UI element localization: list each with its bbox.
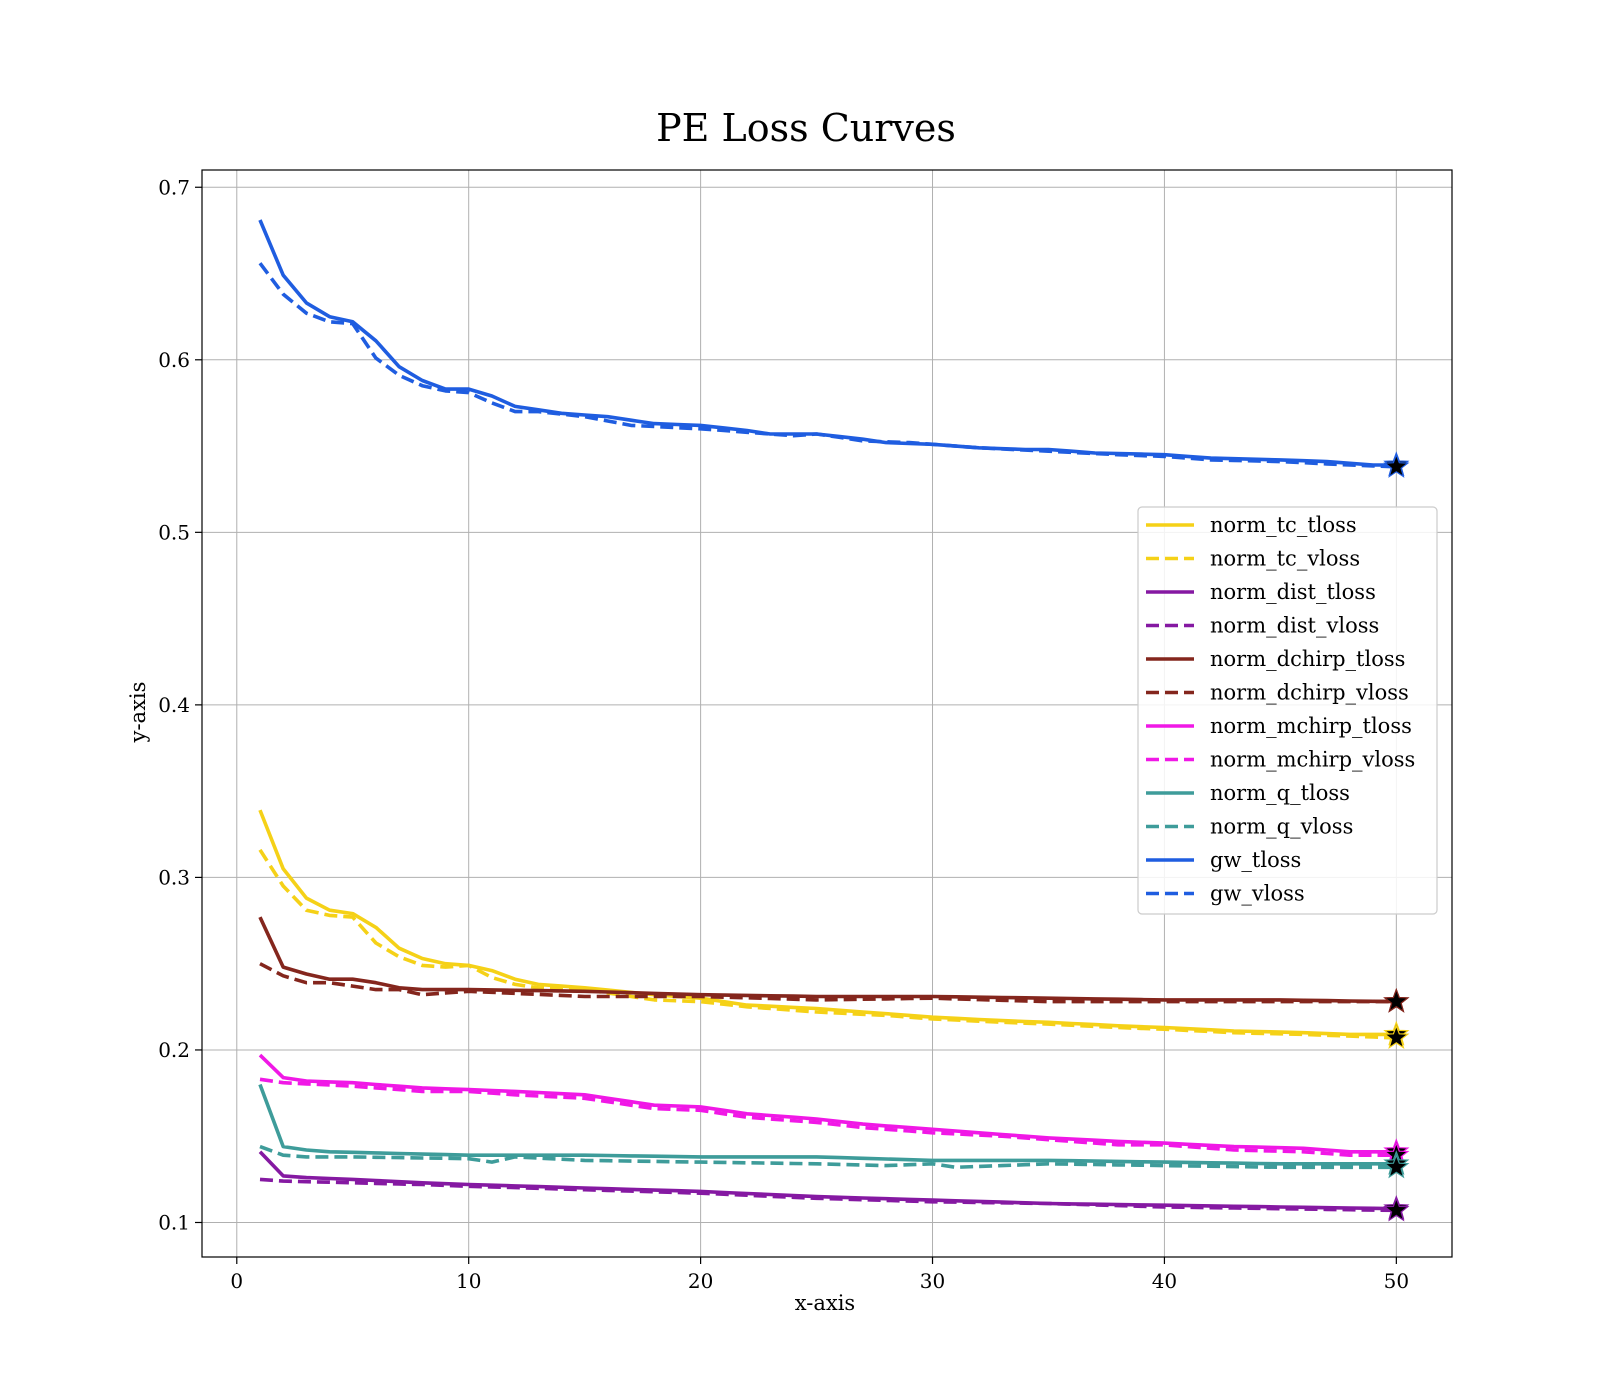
y-tick-label: 0.1 bbox=[158, 1210, 190, 1234]
legend-item: norm_q_tloss bbox=[1146, 781, 1350, 805]
legend-item: gw_tloss bbox=[1146, 848, 1301, 872]
legend-label: norm_q_tloss bbox=[1210, 781, 1350, 805]
x-tick-label: 40 bbox=[1152, 1269, 1177, 1293]
x-tick-label: 30 bbox=[920, 1269, 945, 1293]
legend-label: norm_q_vloss bbox=[1210, 815, 1353, 839]
legend-label: norm_mchirp_vloss bbox=[1210, 748, 1415, 772]
y-tick-label: 0.6 bbox=[158, 348, 190, 372]
series-line-gw_vloss bbox=[258, 262, 1397, 469]
legend-label: gw_vloss bbox=[1210, 882, 1305, 906]
plot-area bbox=[258, 219, 1410, 1222]
final-star-marker bbox=[1383, 1196, 1410, 1222]
series-line-norm_mchirp_vloss bbox=[259, 1077, 1397, 1157]
series-line-norm_dchirp_vloss bbox=[259, 962, 1397, 1004]
legend-item: norm_q_vloss bbox=[1146, 815, 1353, 839]
x-tick-label: 0 bbox=[230, 1269, 243, 1293]
legend-label: norm_mchirp_tloss bbox=[1210, 714, 1412, 738]
plot-frame bbox=[201, 169, 1453, 1258]
final-star-marker bbox=[1383, 453, 1410, 478]
legend-item: norm_mchirp_tloss bbox=[1146, 714, 1412, 738]
legend-item: gw_vloss bbox=[1146, 882, 1305, 906]
x-axis-ticks: 0 10 20 30 40 50 bbox=[230, 1257, 1409, 1293]
legend-label: norm_dist_tloss bbox=[1210, 580, 1376, 604]
x-tick-label: 10 bbox=[456, 1269, 481, 1293]
y-tick-label: 0.4 bbox=[158, 693, 190, 717]
series-line-norm_tc_vloss bbox=[258, 848, 1397, 1040]
legend-label: norm_tc_tloss bbox=[1210, 513, 1357, 537]
series-line-norm_q_tloss bbox=[258, 1083, 1397, 1166]
legend-label: norm_tc_vloss bbox=[1210, 547, 1360, 571]
legend-label: gw_tloss bbox=[1210, 848, 1301, 872]
series-line-norm_q_vloss bbox=[259, 1144, 1397, 1170]
legend-label: norm_dchirp_vloss bbox=[1210, 681, 1409, 705]
series-layer bbox=[258, 219, 1397, 1213]
final-star-marker bbox=[1383, 987, 1410, 1013]
x-axis-label: x-axis bbox=[795, 1291, 855, 1315]
legend-item: norm_tc_vloss bbox=[1146, 547, 1360, 571]
series-line-norm_dist_tloss bbox=[258, 1150, 1397, 1211]
series-line-gw_tloss bbox=[258, 219, 1397, 467]
legend-item: norm_dist_tloss bbox=[1146, 580, 1376, 604]
y-tick-label: 0.2 bbox=[158, 1038, 190, 1062]
legend-label: norm_dchirp_tloss bbox=[1210, 647, 1405, 671]
final-star-marker bbox=[1383, 1153, 1410, 1179]
legend-label: norm_dist_vloss bbox=[1210, 614, 1379, 638]
legend-item: norm_dchirp_vloss bbox=[1146, 681, 1409, 705]
legend: norm_tc_tloss norm_tc_vloss norm_dist_tlos… bbox=[1137, 506, 1438, 915]
legend-item: norm_dist_vloss bbox=[1146, 614, 1379, 638]
x-tick-label: 50 bbox=[1384, 1269, 1409, 1293]
final-markers bbox=[1383, 451, 1410, 1222]
legend-item: norm_tc_tloss bbox=[1146, 513, 1357, 537]
chart-title: PE Loss Curves bbox=[656, 106, 956, 150]
y-axis-label: y-axis bbox=[126, 682, 150, 744]
y-axis-ticks: 0.1 0.2 0.3 0.4 0.5 0.6 0.7 bbox=[158, 175, 202, 1234]
y-tick-label: 0.3 bbox=[158, 865, 190, 889]
y-tick-label: 0.5 bbox=[158, 520, 190, 544]
legend-item: norm_mchirp_vloss bbox=[1146, 748, 1415, 772]
legend-item: norm_dchirp_tloss bbox=[1146, 647, 1405, 671]
series-line-norm_mchirp_tloss bbox=[258, 1053, 1397, 1154]
y-tick-label: 0.7 bbox=[158, 175, 190, 199]
final-star-marker bbox=[1383, 1024, 1410, 1050]
legend-box bbox=[1137, 506, 1438, 915]
x-tick-label: 20 bbox=[688, 1269, 713, 1293]
